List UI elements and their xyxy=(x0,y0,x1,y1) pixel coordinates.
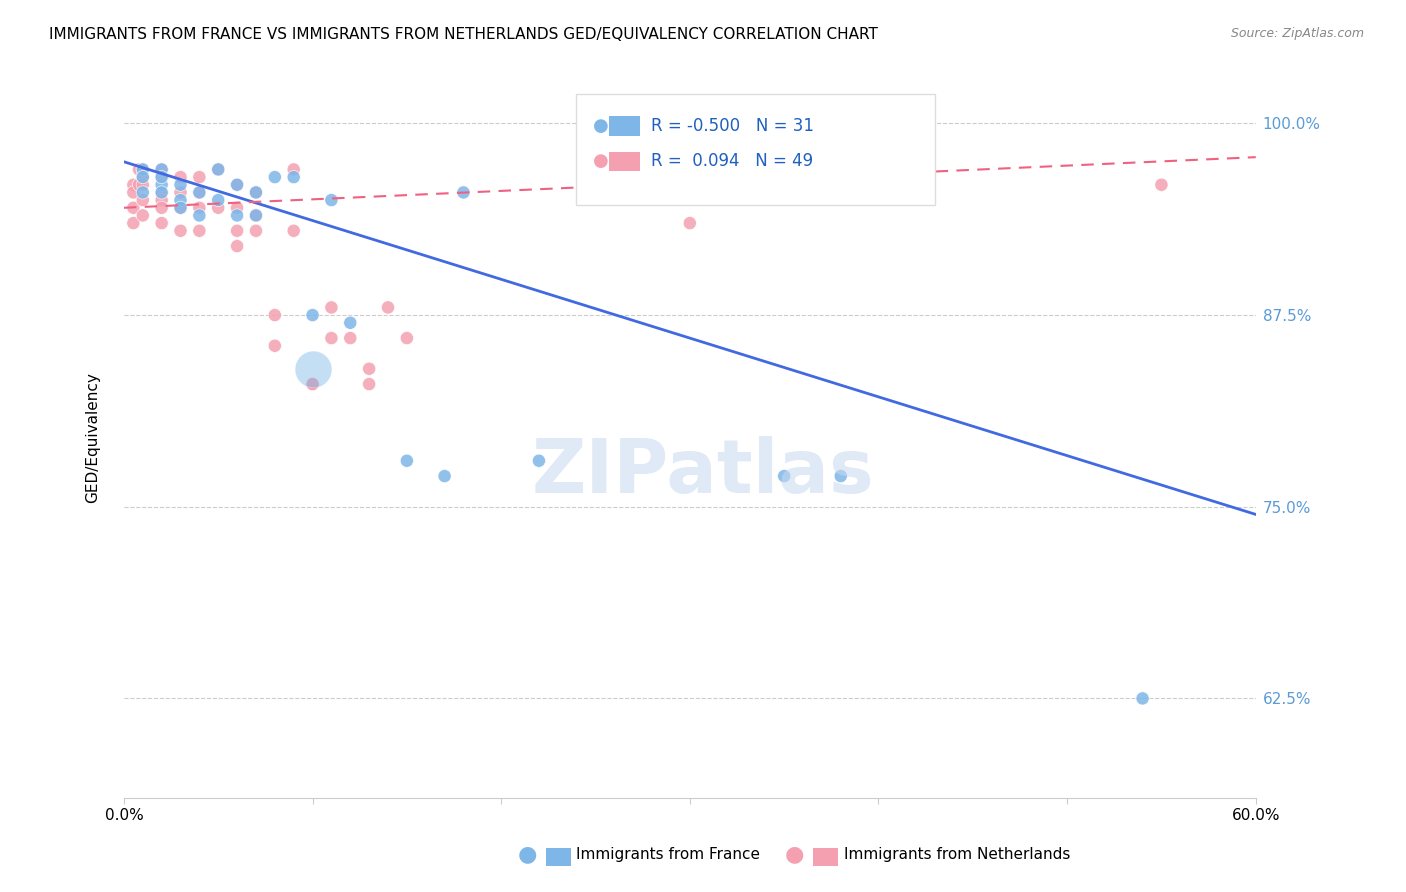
Point xyxy=(188,201,211,215)
Point xyxy=(150,193,173,207)
Point xyxy=(188,170,211,185)
Point xyxy=(128,162,150,177)
Point xyxy=(128,178,150,192)
Point xyxy=(150,201,173,215)
Point xyxy=(169,193,191,207)
Point xyxy=(169,186,191,200)
Point xyxy=(188,224,211,238)
Point xyxy=(122,186,145,200)
Point xyxy=(132,178,155,192)
Text: R =  0.094   N = 49: R = 0.094 N = 49 xyxy=(651,153,813,170)
Point xyxy=(150,170,173,185)
Point xyxy=(122,216,145,230)
Point xyxy=(226,201,249,215)
Text: ●: ● xyxy=(785,845,804,864)
Point xyxy=(321,193,343,207)
Point xyxy=(188,209,211,223)
Point xyxy=(226,209,249,223)
Text: R = -0.500   N = 31: R = -0.500 N = 31 xyxy=(651,117,814,135)
Point xyxy=(1132,691,1154,706)
Point xyxy=(169,201,191,215)
Point xyxy=(263,308,285,322)
Point xyxy=(245,186,267,200)
Point xyxy=(207,162,229,177)
Point xyxy=(122,201,145,215)
Point xyxy=(263,339,285,353)
Point xyxy=(301,377,323,392)
Point xyxy=(301,377,323,392)
Point xyxy=(359,377,381,392)
Point xyxy=(207,162,229,177)
Point xyxy=(188,186,211,200)
Point xyxy=(301,308,323,322)
Point xyxy=(169,224,191,238)
Point xyxy=(245,224,267,238)
Point xyxy=(245,209,267,223)
Point xyxy=(150,178,173,192)
Point xyxy=(169,201,191,215)
Point xyxy=(132,209,155,223)
Point xyxy=(226,178,249,192)
Point xyxy=(830,469,852,483)
Point xyxy=(132,186,155,200)
Point xyxy=(679,216,702,230)
Point xyxy=(207,193,229,207)
Point xyxy=(395,454,418,468)
Point xyxy=(132,162,155,177)
Point xyxy=(1150,178,1173,192)
Text: Immigrants from France: Immigrants from France xyxy=(576,847,761,862)
Point xyxy=(132,170,155,185)
Point xyxy=(339,316,361,330)
Point xyxy=(283,162,305,177)
Point xyxy=(226,178,249,192)
Point xyxy=(150,170,173,185)
Point xyxy=(453,186,475,200)
Point xyxy=(132,162,155,177)
Point xyxy=(773,469,796,483)
Point xyxy=(150,186,173,200)
Point xyxy=(321,331,343,345)
Point xyxy=(169,178,191,192)
Point xyxy=(207,201,229,215)
Text: Source: ZipAtlas.com: Source: ZipAtlas.com xyxy=(1230,27,1364,40)
Y-axis label: GED/Equivalency: GED/Equivalency xyxy=(86,372,100,503)
Point xyxy=(339,331,361,345)
Point xyxy=(226,224,249,238)
Point xyxy=(226,239,249,253)
Point xyxy=(150,162,173,177)
Point xyxy=(188,186,211,200)
Text: ●: ● xyxy=(593,153,609,170)
Point xyxy=(132,170,155,185)
Point xyxy=(301,361,323,376)
Point xyxy=(283,224,305,238)
Text: ●: ● xyxy=(593,117,609,135)
Point xyxy=(122,178,145,192)
Text: Immigrants from Netherlands: Immigrants from Netherlands xyxy=(844,847,1070,862)
Point xyxy=(321,301,343,315)
Point xyxy=(245,209,267,223)
Text: IMMIGRANTS FROM FRANCE VS IMMIGRANTS FROM NETHERLANDS GED/EQUIVALENCY CORRELATIO: IMMIGRANTS FROM FRANCE VS IMMIGRANTS FRO… xyxy=(49,27,879,42)
Point xyxy=(245,186,267,200)
Point xyxy=(433,469,456,483)
Point xyxy=(150,186,173,200)
Point xyxy=(132,193,155,207)
Point xyxy=(150,216,173,230)
Point xyxy=(377,301,399,315)
Point xyxy=(150,162,173,177)
Text: ●: ● xyxy=(517,845,537,864)
Point xyxy=(527,454,550,468)
Point xyxy=(395,331,418,345)
Text: ZIPatlas: ZIPatlas xyxy=(531,436,875,509)
Point xyxy=(169,170,191,185)
Point xyxy=(263,170,285,185)
Point xyxy=(283,170,305,185)
Point xyxy=(359,361,381,376)
